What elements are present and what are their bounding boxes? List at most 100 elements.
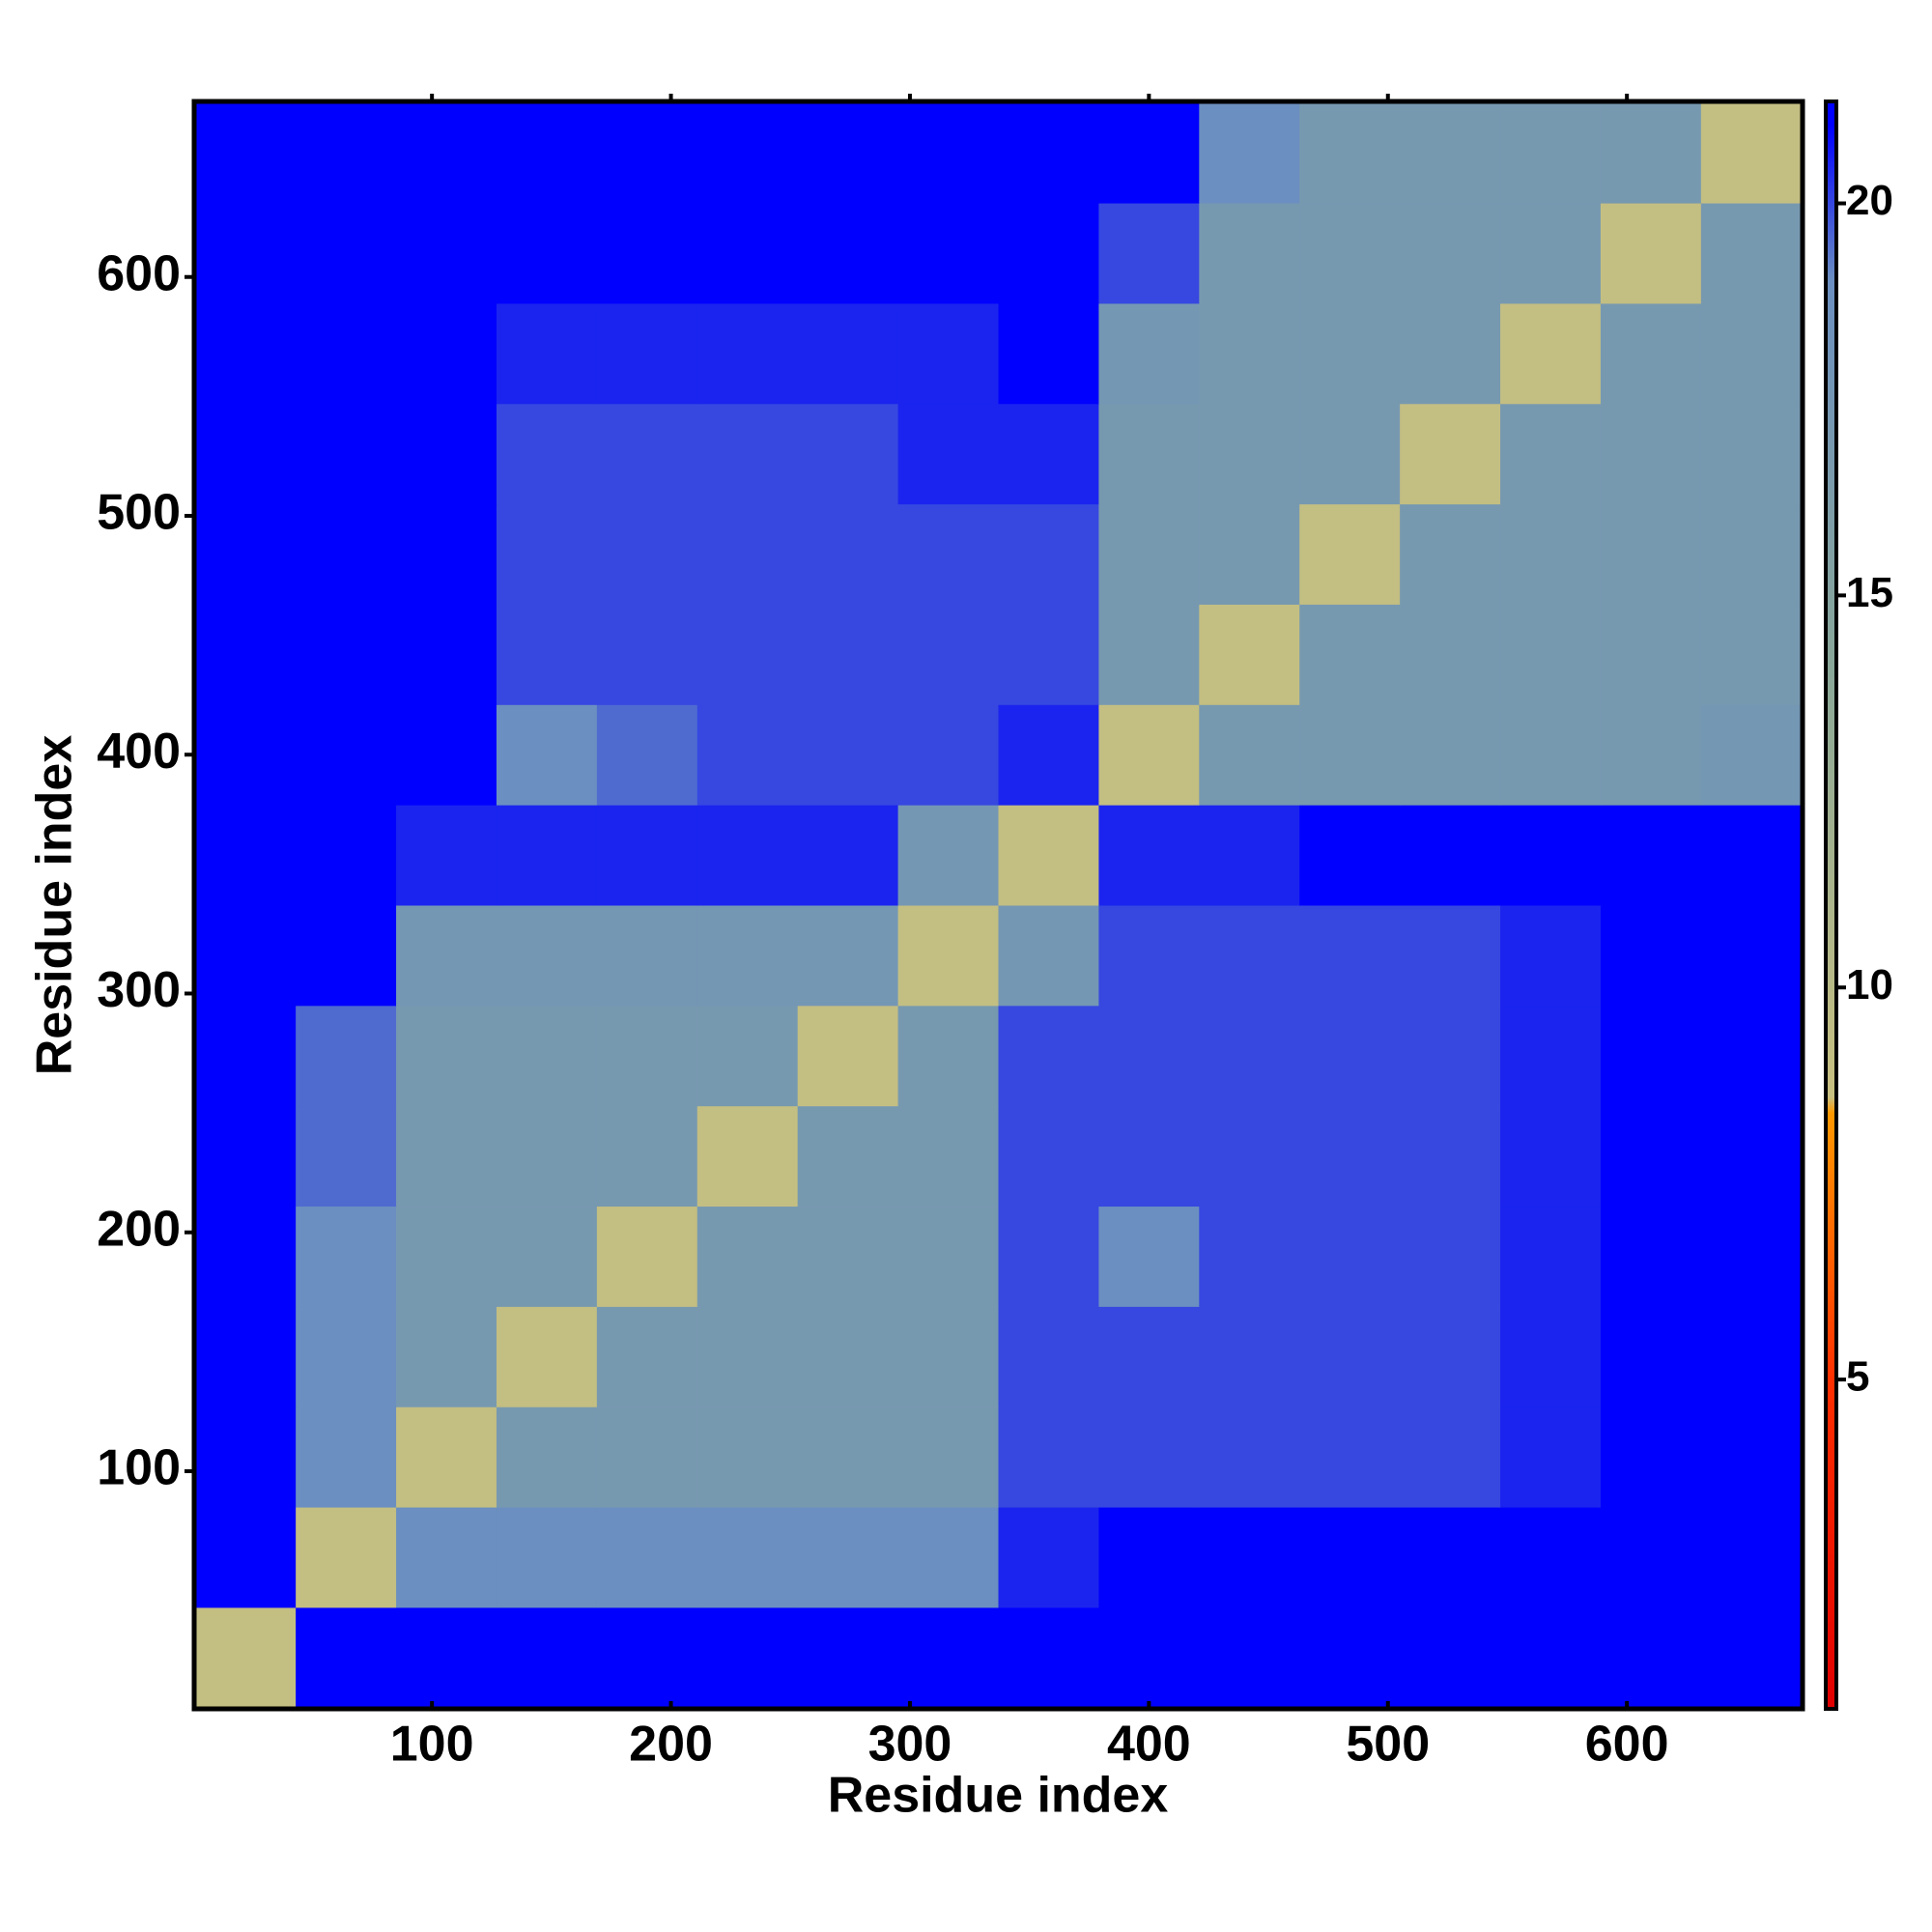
heatmap-cell — [998, 805, 1099, 906]
heatmap-cell — [1299, 403, 1401, 505]
heatmap-cell — [998, 604, 1099, 705]
heatmap-cell — [998, 1306, 1099, 1407]
heatmap-cell — [1600, 302, 1702, 405]
heatmap-cell — [897, 704, 999, 806]
heatmap-cell — [1299, 604, 1401, 705]
colorbar-tick-label: 20 — [1846, 177, 1893, 224]
y-tick-label: 400 — [97, 724, 181, 780]
heatmap-cell — [1500, 1206, 1602, 1307]
heatmap-cell — [496, 503, 598, 605]
heatmap-cell — [496, 1206, 598, 1307]
heatmap-cell — [1098, 805, 1200, 906]
heatmap-cell — [797, 503, 899, 605]
heatmap-cell — [396, 704, 497, 806]
heatmap-cell — [1199, 1005, 1300, 1107]
heatmap-cell — [797, 1005, 899, 1107]
heatmap-cell — [1299, 302, 1401, 405]
x-axis-title: Residue index — [828, 1768, 1169, 1824]
heatmap-cell — [496, 1606, 598, 1709]
heatmap-cell — [797, 203, 899, 304]
heatmap-cell — [797, 102, 899, 204]
heatmap-cell — [496, 1005, 598, 1107]
heatmap-cell — [1700, 604, 1803, 705]
heatmap-cell — [797, 403, 899, 505]
heatmap-cell — [1299, 1105, 1401, 1208]
heatmap-cell — [1199, 604, 1300, 705]
heatmap-cell — [1299, 1606, 1401, 1709]
heatmap-cell — [496, 102, 598, 204]
heatmap-cell — [998, 1206, 1099, 1307]
heatmap-cell — [1500, 503, 1602, 605]
heatmap-cell — [1400, 1406, 1501, 1508]
heatmap-cell — [1098, 1606, 1200, 1709]
heatmap-cell — [696, 102, 799, 204]
heatmap-cell — [696, 302, 799, 405]
y-tick-label: 600 — [97, 245, 181, 301]
heatmap-cell — [696, 1406, 799, 1508]
heatmap-cell — [195, 1005, 297, 1107]
heatmap-cell — [296, 1206, 397, 1307]
heatmap-cell — [195, 102, 297, 204]
heatmap-cell — [1700, 503, 1803, 605]
heatmap-cell — [1299, 1206, 1401, 1307]
heatmap-cell — [1299, 805, 1401, 906]
heatmap-cell — [696, 604, 799, 705]
heatmap-cell — [998, 102, 1099, 204]
heatmap-cell — [696, 905, 799, 1007]
heatmap-cell — [496, 1306, 598, 1407]
heatmap-cell — [897, 1206, 999, 1307]
heatmap-cell — [1600, 1306, 1702, 1407]
heatmap-cell — [1400, 1306, 1501, 1407]
heatmap-cell — [496, 302, 598, 405]
heatmap-cell — [596, 203, 698, 304]
heatmap-cell — [596, 1507, 698, 1608]
heatmap-cell — [396, 203, 497, 304]
heatmap-cell — [1600, 905, 1702, 1007]
heatmap-cell — [195, 1306, 297, 1407]
heatmap-cell — [496, 403, 598, 505]
heatmap-cell — [296, 503, 397, 605]
heatmap-cell — [897, 1105, 999, 1208]
heatmap-cell — [195, 1206, 297, 1307]
heatmap-cell — [496, 905, 598, 1007]
heatmap-cell — [396, 604, 497, 705]
heatmap-cell — [1098, 203, 1200, 304]
heatmap-cell — [1700, 704, 1803, 806]
heatmap-cell — [396, 503, 497, 605]
heatmap-cell — [1098, 403, 1200, 505]
heatmap-cell — [897, 805, 999, 906]
heatmap-cell — [998, 1105, 1099, 1208]
heatmap-cell — [998, 203, 1099, 304]
heatmap-cell — [1098, 503, 1200, 605]
heatmap-cell — [998, 704, 1099, 806]
heatmap-cell — [1600, 604, 1702, 705]
heatmap-cell — [596, 1005, 698, 1107]
heatmap-cell — [1098, 1105, 1200, 1208]
heatmap-cell — [998, 1606, 1099, 1709]
heatmap-cell — [596, 604, 698, 705]
heatmap-cell — [1400, 1606, 1501, 1709]
heatmap-cell — [998, 403, 1099, 505]
heatmap-cell — [296, 1507, 397, 1608]
heatmap-cell — [1700, 905, 1803, 1007]
colorbar — [1824, 99, 1838, 1711]
heatmap-cell — [195, 1406, 297, 1508]
heatmap-cell — [1400, 1507, 1501, 1608]
heatmap-cell — [1199, 1105, 1300, 1208]
heatmap-cell — [1098, 1406, 1200, 1508]
colorbar-tick-label: 5 — [1846, 1353, 1869, 1401]
x-tick-label: 600 — [1585, 1717, 1669, 1773]
heatmap-cell — [1098, 905, 1200, 1007]
heatmap-cell — [897, 403, 999, 505]
heatmap-cell — [396, 302, 497, 405]
heatmap-cell — [797, 1105, 899, 1208]
heatmap-cell — [296, 805, 397, 906]
heatmap-cell — [696, 1507, 799, 1608]
heatmap-cell — [1600, 805, 1702, 906]
heatmap-cell — [1299, 1306, 1401, 1407]
heatmap-cell — [1500, 805, 1602, 906]
heatmap-cell — [496, 704, 598, 806]
heatmap-cell — [195, 503, 297, 605]
heatmap-cell — [1199, 1306, 1300, 1407]
heatmap-cell — [296, 403, 397, 505]
